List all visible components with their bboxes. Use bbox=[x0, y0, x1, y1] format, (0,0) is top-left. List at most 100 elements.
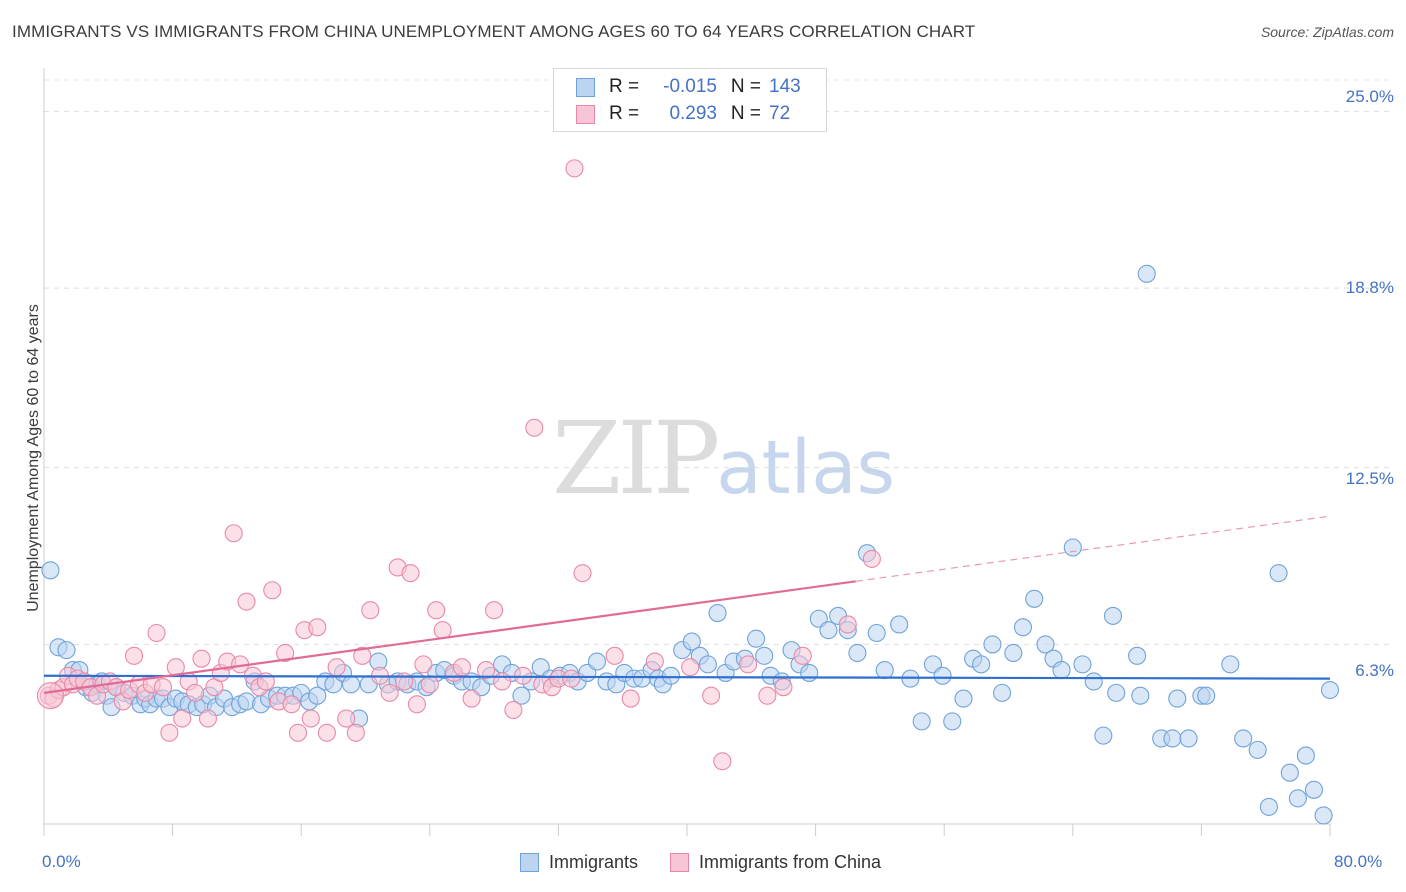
china-point bbox=[838, 615, 857, 634]
china-point bbox=[282, 695, 301, 714]
china-point bbox=[153, 678, 173, 697]
china-point bbox=[401, 564, 420, 583]
china-point bbox=[361, 601, 380, 620]
immigrants-point bbox=[1168, 689, 1187, 708]
legend-row-china: R = 0.293 N = 72 bbox=[576, 102, 813, 126]
china-point bbox=[160, 723, 179, 742]
immigrants-point bbox=[341, 675, 361, 694]
immigrants-point bbox=[943, 712, 962, 731]
china-point bbox=[702, 686, 721, 705]
china-point bbox=[198, 709, 218, 728]
legend-item-china[interactable]: Immigrants from China bbox=[670, 852, 881, 873]
immigrants-point bbox=[972, 655, 991, 674]
immigrants-point bbox=[1296, 746, 1315, 765]
china-point bbox=[147, 623, 166, 643]
china-point bbox=[793, 646, 812, 665]
correlation-legend: R = -0.015 N = 143 R = 0.293 N = 72 bbox=[553, 68, 827, 132]
legend-label: Immigrants from China bbox=[699, 852, 882, 872]
china-point bbox=[288, 723, 308, 742]
immigrants-legend-swatch bbox=[520, 853, 539, 872]
china-point bbox=[317, 723, 336, 742]
n-value: 72 bbox=[769, 103, 791, 124]
china-legend-swatch bbox=[670, 853, 690, 872]
china-swatch bbox=[576, 104, 595, 124]
china-point bbox=[420, 675, 439, 694]
china-point bbox=[758, 686, 777, 705]
immigrants-swatch bbox=[576, 77, 595, 97]
immigrants-point bbox=[1084, 672, 1103, 691]
china-point bbox=[173, 709, 192, 728]
china-point bbox=[485, 601, 504, 620]
data-points bbox=[36, 159, 1340, 825]
x-tick-label: 80.0% bbox=[1334, 852, 1383, 871]
immigrants-point bbox=[848, 643, 867, 663]
immigrants-point bbox=[1128, 646, 1147, 665]
china-trend-line bbox=[43, 580, 856, 694]
immigrants-point bbox=[800, 663, 819, 682]
y-tick-label: 6.3% bbox=[1355, 661, 1394, 680]
immigrants-point bbox=[1025, 589, 1044, 608]
china-point bbox=[224, 524, 243, 543]
china-point bbox=[713, 752, 732, 771]
china-point bbox=[308, 618, 327, 637]
immigrants-point bbox=[1131, 686, 1150, 705]
china-point bbox=[645, 652, 664, 671]
y-tick-label: 18.8% bbox=[1345, 278, 1394, 297]
r-value: 0.293 bbox=[669, 103, 717, 124]
y-tick-label: 25.0% bbox=[1345, 87, 1394, 106]
immigrants-point bbox=[1221, 655, 1240, 674]
immigrants-point bbox=[747, 629, 766, 648]
axes bbox=[43, 68, 1331, 836]
immigrants-point bbox=[1179, 729, 1198, 748]
legend-item-immigrants[interactable]: Immigrants bbox=[520, 852, 638, 873]
china-point bbox=[427, 601, 446, 620]
china-point bbox=[493, 672, 512, 691]
china-point bbox=[337, 709, 356, 728]
china-point bbox=[621, 689, 640, 708]
immigrants-point bbox=[1004, 643, 1023, 663]
china-point bbox=[681, 658, 700, 677]
china-point bbox=[237, 592, 256, 611]
series-legend: Immigrants Immigrants from China bbox=[520, 852, 913, 873]
china-point bbox=[573, 564, 592, 583]
y-axis-label: Unemployment Among Ages 60 to 64 years bbox=[25, 304, 42, 612]
immigrants-point bbox=[819, 621, 838, 640]
immigrants-point bbox=[682, 632, 701, 651]
china-cluster-point bbox=[36, 682, 64, 710]
immigrants-point bbox=[1137, 264, 1156, 283]
immigrants-point bbox=[661, 666, 680, 685]
china-point bbox=[380, 683, 399, 702]
x-tick-label: 0.0% bbox=[42, 852, 81, 871]
immigrants-point bbox=[587, 652, 607, 671]
china-point bbox=[192, 649, 211, 668]
immigrants-point bbox=[1248, 740, 1267, 759]
immigrants-point bbox=[1063, 538, 1082, 557]
china-point bbox=[504, 700, 523, 720]
china-point bbox=[565, 159, 584, 178]
n-label: N = bbox=[730, 103, 761, 124]
china-point bbox=[407, 695, 426, 714]
immigrants-point bbox=[867, 623, 886, 643]
china-point bbox=[477, 661, 496, 680]
china-point bbox=[605, 646, 624, 665]
legend-row-immigrants: R = -0.015 N = 143 bbox=[576, 75, 813, 99]
immigrants-point bbox=[1320, 680, 1340, 700]
immigrants-point bbox=[933, 666, 952, 685]
china-point bbox=[862, 549, 881, 568]
immigrants-point bbox=[1107, 683, 1126, 702]
immigrants-point bbox=[308, 686, 327, 705]
china-point bbox=[353, 646, 372, 665]
immigrants-trend-line bbox=[43, 674, 1331, 680]
r-value: -0.015 bbox=[663, 76, 717, 97]
china-point bbox=[452, 658, 472, 677]
china-point bbox=[327, 658, 346, 677]
immigrants-point bbox=[875, 661, 894, 680]
immigrants-point bbox=[1269, 564, 1288, 583]
china-point bbox=[414, 655, 433, 674]
china-point bbox=[433, 621, 452, 640]
immigrants-point bbox=[512, 686, 531, 705]
immigrants-point bbox=[698, 655, 717, 674]
immigrants-point bbox=[708, 604, 727, 623]
immigrants-point bbox=[993, 683, 1012, 702]
